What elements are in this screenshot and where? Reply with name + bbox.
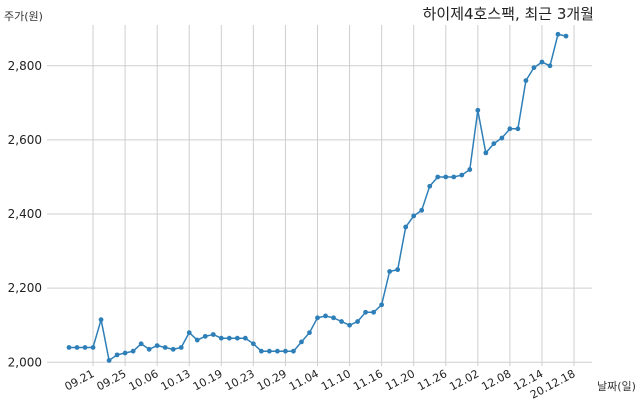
data-point	[507, 126, 513, 132]
data-point	[539, 59, 545, 65]
x-tick-label: 10.13	[159, 367, 193, 393]
series-layer	[66, 31, 569, 363]
data-point	[210, 332, 216, 337]
data-point	[427, 183, 433, 189]
data-point	[379, 302, 385, 308]
data-point	[331, 315, 336, 321]
data-point	[250, 341, 256, 347]
data-point	[66, 345, 72, 350]
x-tick-label: 10.23	[223, 367, 257, 393]
data-point	[531, 65, 537, 71]
data-point	[419, 207, 425, 213]
x-tick-label: 11.26	[415, 367, 449, 393]
data-point	[267, 348, 272, 354]
x-tick-label: 11.10	[319, 367, 353, 393]
x-tick-label: 10.19	[191, 367, 225, 393]
data-point	[563, 33, 569, 39]
data-point	[299, 339, 304, 345]
x-axis-label: 날짜(일)	[597, 379, 636, 393]
data-point	[435, 174, 441, 180]
y-tick-label: 2,600	[8, 133, 42, 147]
y-tick-label: 2,200	[8, 281, 42, 295]
x-tick-label: 12.02	[447, 367, 481, 393]
data-point	[547, 63, 553, 69]
data-point	[82, 345, 88, 350]
x-tick-label: 09.21	[63, 367, 97, 393]
y-axis-label: 주가(원)	[4, 10, 43, 23]
data-point	[90, 345, 96, 350]
data-point	[122, 350, 128, 356]
data-point	[515, 126, 521, 132]
data-point	[242, 335, 248, 341]
data-point	[523, 78, 529, 83]
chart-title: 하이제4호스팩, 최근 3개월	[423, 5, 594, 23]
data-point	[194, 337, 200, 343]
x-tick-label: 10.06	[127, 367, 161, 393]
data-point	[146, 346, 152, 352]
data-point	[178, 345, 184, 350]
data-point	[114, 352, 120, 358]
data-point	[307, 330, 312, 336]
data-point	[170, 346, 176, 352]
x-tick-label: 12.08	[479, 367, 513, 393]
data-point	[499, 135, 505, 141]
data-point	[411, 213, 417, 219]
x-tick-label: 09.25	[95, 367, 129, 393]
grid-layer	[47, 25, 592, 366]
data-point	[555, 31, 561, 37]
y-tick-label: 2,400	[8, 207, 42, 221]
data-point	[106, 358, 112, 363]
data-point	[130, 348, 136, 354]
data-point	[283, 348, 288, 354]
data-point	[202, 333, 208, 339]
data-point	[347, 322, 352, 328]
y-tick-label: 2,800	[8, 59, 42, 73]
x-tick-label: 10.29	[255, 367, 289, 393]
data-point	[74, 345, 80, 350]
data-point	[403, 224, 409, 230]
x-tick-label: 11.20	[383, 367, 417, 393]
data-point	[226, 335, 232, 341]
data-point	[395, 267, 401, 273]
x-tick-label: 11.04	[287, 367, 321, 393]
data-point	[323, 313, 328, 319]
data-point	[483, 150, 489, 156]
data-point	[186, 330, 192, 336]
data-point	[491, 141, 497, 147]
data-point	[162, 345, 168, 350]
data-point	[275, 348, 280, 354]
x-tick-label: 11.16	[351, 367, 385, 393]
data-point	[218, 335, 224, 341]
data-point	[451, 174, 457, 180]
data-point	[339, 319, 344, 324]
data-point	[443, 174, 449, 180]
data-point	[467, 167, 473, 172]
data-point	[315, 315, 320, 321]
data-point	[234, 335, 240, 341]
data-point	[355, 319, 360, 324]
data-point	[98, 317, 104, 323]
y-tick-label: 2,000	[8, 355, 42, 369]
data-point	[291, 348, 296, 354]
data-point	[387, 269, 393, 274]
data-point	[459, 172, 465, 178]
data-point	[258, 348, 264, 354]
data-point	[138, 341, 144, 347]
data-point	[475, 107, 481, 113]
data-point	[363, 309, 368, 315]
data-point	[371, 309, 377, 315]
data-point	[154, 343, 160, 349]
